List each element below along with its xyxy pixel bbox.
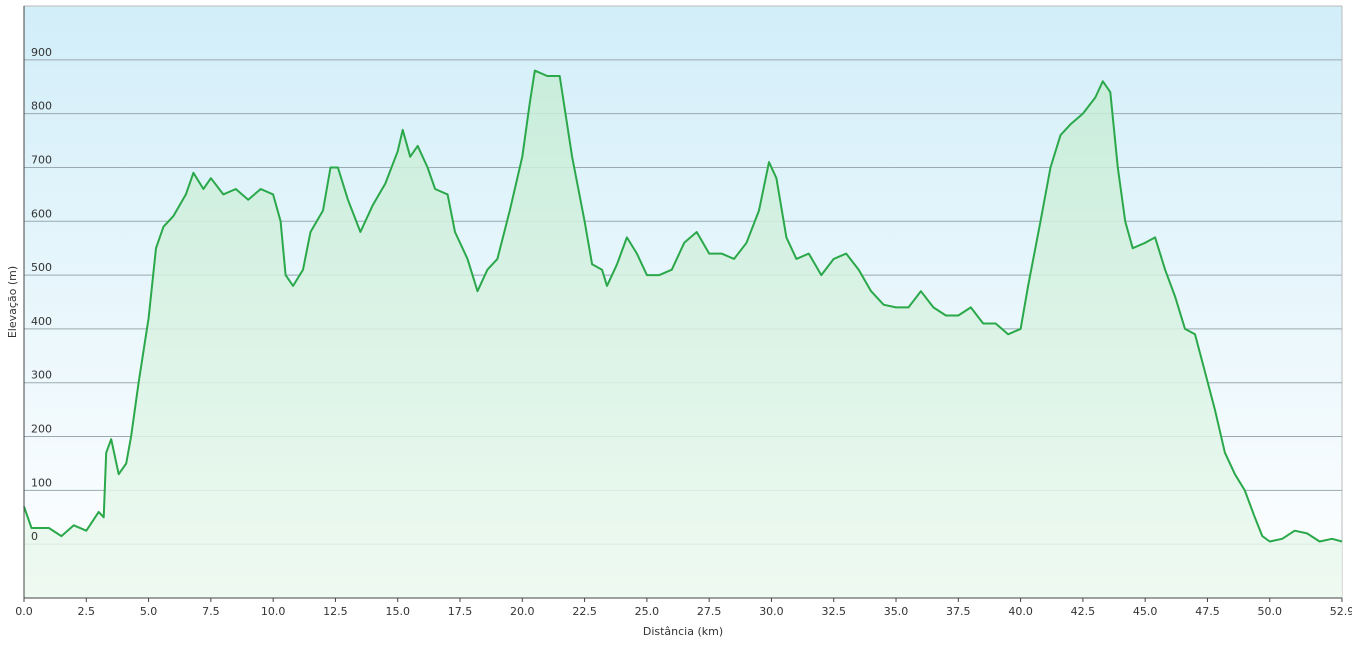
x-tick-label: 10.0 [261, 605, 286, 618]
x-tick-label: 42.5 [1071, 605, 1096, 618]
x-tick-label: 37.5 [946, 605, 971, 618]
y-axis-label: Elevação (m) [6, 266, 19, 338]
x-tick-label: 47.5 [1195, 605, 1220, 618]
x-tick-label: 12.5 [323, 605, 348, 618]
y-tick-label: 200 [31, 423, 52, 436]
x-tick-label: 0.0 [15, 605, 33, 618]
elevation-line [23, 69, 1343, 543]
y-tick-label: 700 [31, 153, 52, 166]
x-tick-label: 2.5 [78, 605, 96, 618]
y-tick-label: 300 [31, 369, 52, 382]
x-axis-label: Distância (km) [643, 625, 723, 638]
y-tick-label: 800 [31, 100, 52, 113]
y-tick-label: 900 [31, 46, 52, 59]
y-tick-label: 500 [31, 261, 52, 274]
x-tick-label: 25.0 [635, 605, 660, 618]
x-tick-label: 30.0 [759, 605, 784, 618]
x-tick-label: 7.5 [202, 605, 220, 618]
area [24, 70, 1342, 599]
x-tick-label: 50.0 [1257, 605, 1282, 618]
y-tick-label: 0 [31, 530, 38, 543]
x-tick-label: 52.9 [1330, 605, 1352, 618]
x-tick-label: 5.0 [140, 605, 158, 618]
x-tick-label: 35.0 [884, 605, 909, 618]
x-tick-label: 20.0 [510, 605, 535, 618]
y-tick-label: 400 [31, 315, 52, 328]
x-tick-label: 32.5 [821, 605, 846, 618]
x-tick-label: 15.0 [385, 605, 410, 618]
x-tick-label: 17.5 [448, 605, 473, 618]
x-tick-label: 45.0 [1133, 605, 1158, 618]
x-tick-label: 40.0 [1008, 605, 1033, 618]
x-tick-label: 22.5 [572, 605, 597, 618]
y-tick-label: 600 [31, 207, 52, 220]
y-tick-label: 100 [31, 476, 52, 489]
x-tick-label: 27.5 [697, 605, 722, 618]
